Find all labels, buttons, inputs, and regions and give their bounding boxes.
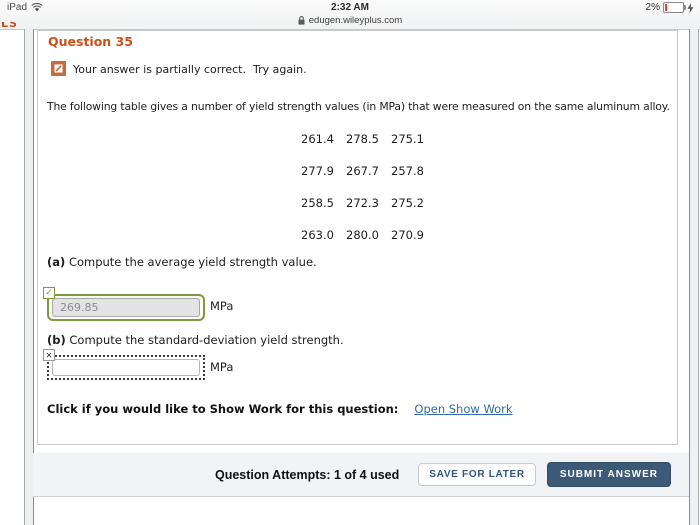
browser-toolbar: iPad 2:32 AM 2% edugen.wileyplus.com [0, 0, 700, 30]
submit-answer-button[interactable]: SUBMIT ANSWER [546, 462, 671, 487]
show-work-label: Click if you would like to Show Work for… [47, 402, 399, 416]
part-b-label: (b) [47, 333, 66, 347]
answer-b-input[interactable] [52, 359, 200, 376]
question-attempts-text: Question Attempts: 1 of 4 used [214, 467, 400, 482]
incorrect-x-icon: ✕ [43, 349, 55, 361]
table-cell: 277.9 [301, 164, 334, 178]
open-show-work-link[interactable]: Open Show Work [414, 402, 513, 416]
answer-b-field-wrapper [47, 355, 205, 380]
url-text: edugen.wileyplus.com [308, 15, 403, 26]
table-cell: 272.3 [346, 196, 379, 210]
sidebar-text-fragment: LS [1, 22, 18, 30]
left-splitter[interactable] [24, 29, 34, 525]
attempts-bar: Question Attempts: 1 of 4 used SAVE FOR … [33, 453, 689, 497]
question-title: Question 35 [48, 34, 133, 49]
table-cell: 280.0 [346, 228, 379, 242]
part-b-prompt: (b) Compute the standard-deviation yield… [47, 333, 344, 347]
clock: 2:32 AM [331, 2, 369, 13]
unit-label-a: MPa [210, 299, 234, 313]
status-left: iPad [7, 2, 43, 13]
partially-correct-icon [51, 61, 66, 76]
table-cell: 258.5 [301, 196, 334, 210]
save-for-later-button[interactable]: SAVE FOR LATER [418, 463, 536, 486]
table-cell: 275.1 [391, 132, 424, 146]
table-cell: 257.8 [391, 164, 424, 178]
question-prompt: The following table gives a number of yi… [47, 100, 670, 113]
battery-icon [663, 2, 686, 13]
data-table: 261.4 278.5 275.1 277.9 267.7 257.8 258.… [301, 132, 436, 242]
answer-a-field-wrapper [47, 294, 205, 321]
correct-check-icon: ✓ [43, 287, 55, 299]
feedback-text: Your answer is partially correct. Try ag… [73, 63, 307, 76]
wifi-icon [31, 3, 43, 12]
device-label: iPad [7, 2, 28, 13]
answer-a-input[interactable] [52, 298, 200, 317]
address-bar[interactable]: edugen.wileyplus.com [0, 15, 700, 26]
status-right: 2% [646, 2, 694, 13]
charging-bolt-icon [687, 2, 694, 13]
right-scrollbar[interactable] [689, 29, 699, 525]
question-panel: Question 35 Your answer is partially cor… [37, 30, 678, 445]
table-cell: 261.4 [301, 132, 334, 146]
table-cell: 270.9 [391, 228, 424, 242]
table-cell: 267.7 [346, 164, 379, 178]
battery-percent: 2% [645, 2, 660, 13]
table-cell: 263.0 [301, 228, 334, 242]
part-a-prompt: (a) Compute the average yield strength v… [47, 255, 317, 269]
unit-label-b: MPa [210, 360, 234, 374]
part-a-label: (a) [47, 255, 66, 269]
table-cell: 275.2 [391, 196, 424, 210]
show-work-row: Click if you would like to Show Work for… [47, 402, 513, 416]
lock-icon [298, 16, 305, 25]
table-cell: 278.5 [346, 132, 379, 146]
